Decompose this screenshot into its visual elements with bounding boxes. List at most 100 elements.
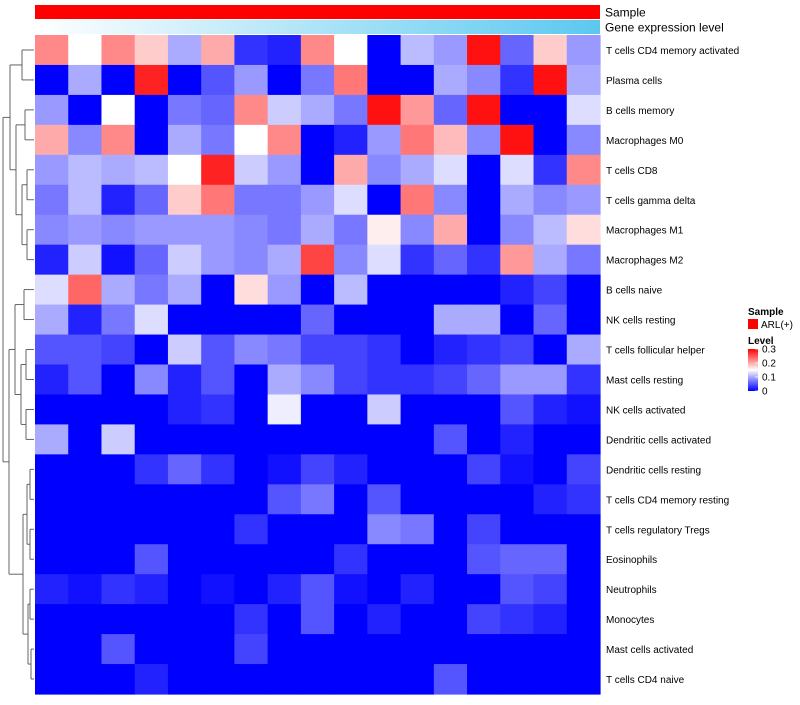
- heatmap-cell: [267, 364, 302, 396]
- heatmap-cell: [367, 664, 402, 695]
- heatmap-cell: [500, 604, 535, 635]
- heatmap-cell: [167, 304, 202, 336]
- heatmap-cell: [35, 154, 69, 186]
- heatmap-cell: [467, 574, 501, 605]
- heatmap-cell: [234, 64, 269, 96]
- heatmap-cell: [167, 424, 202, 455]
- row-label: T cells regulatory Tregs: [606, 525, 710, 536]
- heatmap-cell: [201, 184, 236, 216]
- heatmap-cell: [533, 604, 568, 635]
- heatmap-cell: [267, 604, 302, 635]
- sample-annotation-bar: [35, 5, 600, 19]
- heatmap-cell: [101, 334, 136, 366]
- heatmap-cell: [201, 334, 236, 366]
- heatmap-cell: [134, 484, 169, 515]
- row-label: Macrophages M2: [606, 256, 684, 267]
- heatmap-cell: [467, 334, 501, 366]
- heatmap-cell: [533, 304, 568, 336]
- heatmap-cell: [101, 35, 136, 66]
- heatmap-cell: [467, 94, 501, 126]
- heatmap-cell: [35, 334, 69, 366]
- heatmap-cell: [433, 274, 468, 306]
- heatmap-cell: [300, 124, 335, 156]
- heatmap-cell: [566, 64, 601, 96]
- heatmap-cell: [433, 484, 468, 515]
- heatmap-cell: [566, 454, 601, 485]
- heatmap-cell: [167, 544, 202, 575]
- heatmap-cell: [201, 64, 236, 96]
- heatmap-cell: [35, 604, 69, 635]
- heatmap-cell: [167, 274, 202, 306]
- heatmap-cell: [467, 184, 501, 216]
- heatmap-cell: [134, 154, 169, 186]
- heatmap-cell: [334, 94, 368, 126]
- heatmap-cell: [167, 244, 202, 276]
- heatmap-cell: [500, 35, 535, 66]
- heatmap-cell: [267, 244, 302, 276]
- heatmap-cell: [500, 334, 535, 366]
- legend-level-colorbar: [748, 349, 758, 391]
- heatmap-cell: [35, 94, 69, 126]
- heatmap-cell: [134, 214, 169, 246]
- legend-sample-swatch: [748, 319, 758, 329]
- row-label: Mast cells resting: [606, 375, 683, 386]
- heatmap-cell: [267, 634, 302, 665]
- heatmap-cell: [134, 64, 169, 96]
- heatmap-cell: [334, 184, 368, 216]
- heatmap-cell: [533, 574, 568, 605]
- heatmap-cell: [234, 94, 269, 126]
- heatmap-cell: [400, 574, 435, 605]
- heatmap-cell: [167, 35, 202, 66]
- heatmap-cell: [467, 604, 501, 635]
- heatmap-cell: [267, 424, 302, 455]
- heatmap-cell: [334, 64, 368, 96]
- heatmap-cell: [201, 574, 236, 605]
- row-label: NK cells resting: [606, 316, 675, 327]
- heatmap-cell: [234, 184, 269, 216]
- heatmap-cell: [400, 484, 435, 515]
- row-label: Dendritic cells activated: [606, 435, 711, 446]
- heatmap-cell: [167, 184, 202, 216]
- heatmap-cell: [201, 304, 236, 336]
- heatmap-cell: [400, 94, 435, 126]
- heatmap-cell: [167, 634, 202, 665]
- heatmap-cell: [300, 214, 335, 246]
- heatmap-cell: [400, 124, 435, 156]
- heatmap-cell: [101, 544, 136, 575]
- heatmap-cell: [500, 514, 535, 545]
- heatmap-cell: [201, 394, 236, 425]
- heatmap-cell: [500, 544, 535, 575]
- heatmap-cell: [267, 394, 302, 425]
- heatmap-cell: [300, 394, 335, 425]
- heatmap-cell: [533, 454, 568, 485]
- heatmap-cell: [234, 244, 269, 276]
- heatmap-cell: [167, 334, 202, 366]
- heatmap-cell: [300, 184, 335, 216]
- legend-level-tick-label: 0.2: [762, 359, 776, 370]
- heatmap-cell: [400, 304, 435, 336]
- heatmap-cell: [566, 94, 601, 126]
- heatmap-cell: [35, 484, 69, 515]
- heatmap-cell: [201, 364, 236, 396]
- heatmap-cell: [101, 424, 136, 455]
- heatmap-cell: [433, 574, 468, 605]
- heatmap-cell: [566, 214, 601, 246]
- heatmap-cell: [35, 514, 69, 545]
- heatmap-cell: [400, 214, 435, 246]
- heatmap-cell: [201, 424, 236, 455]
- heatmap-cell: [367, 154, 402, 186]
- heatmap-cell: [367, 544, 402, 575]
- heatmap-cell: [201, 634, 236, 665]
- row-label: Plasma cells: [606, 76, 662, 87]
- heatmap-cell: [300, 154, 335, 186]
- heatmap-cell: [367, 364, 402, 396]
- heatmap-cell: [400, 634, 435, 665]
- heatmap-cell: [201, 514, 236, 545]
- heatmap-cell: [566, 394, 601, 425]
- heatmap-cell: [167, 154, 202, 186]
- heatmap-cell: [68, 184, 103, 216]
- heatmap-cell: [234, 35, 269, 66]
- legend-level-tick-label: 0.3: [762, 345, 776, 356]
- heatmap-cell: [334, 544, 368, 575]
- heatmap-cell: [234, 154, 269, 186]
